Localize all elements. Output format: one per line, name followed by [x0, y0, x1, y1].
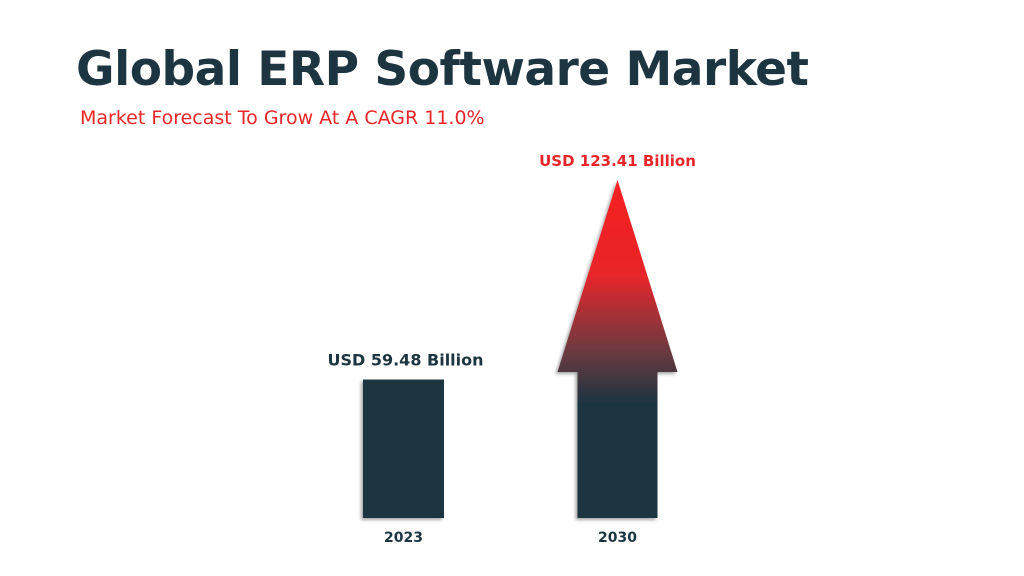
- category-label-2023: 2023: [384, 530, 423, 546]
- page-subtitle: Market Forecast To Grow At A CAGR 11.0%: [80, 107, 485, 129]
- page-title: Global ERP Software Market: [76, 42, 809, 97]
- category-label-2030: 2030: [598, 530, 637, 546]
- bar-2023: [363, 379, 444, 518]
- data-label-2023: USD 59.48 Billion: [327, 351, 483, 370]
- arrow-bar-2030: [557, 180, 678, 518]
- data-label-2030: USD 123.41 Billion: [539, 152, 696, 170]
